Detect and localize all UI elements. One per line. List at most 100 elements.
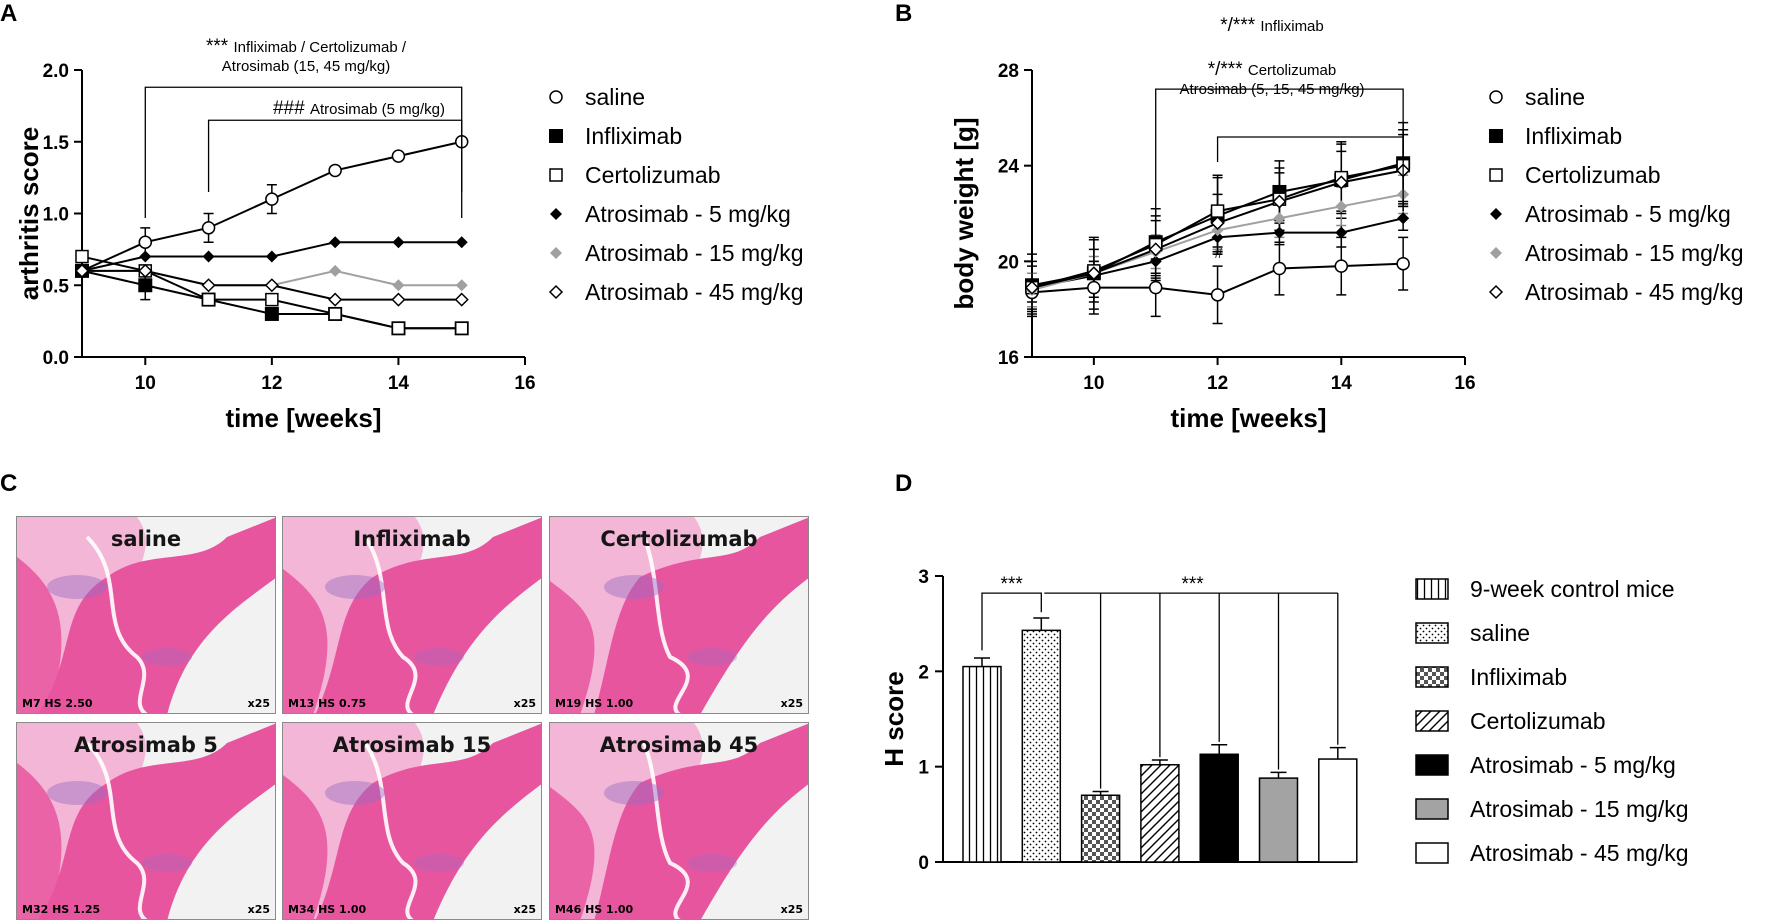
tissue-section-graphic — [17, 723, 275, 919]
chart-b-series-line-2 — [1031, 164, 1404, 289]
chart-a-point-4-6 — [455, 279, 468, 292]
chart-a-legend-marker-1 — [549, 129, 563, 143]
chart-a-point-1-2 — [201, 292, 216, 307]
tissue-dense-region — [38, 723, 275, 919]
chart-a-point-1-5 — [391, 321, 406, 336]
histology-image: Atrosimab 5 M32 HS 1.25 x25 — [16, 722, 276, 920]
chart-b-point-5-5 — [1334, 175, 1349, 190]
chart-b-point-4-1 — [1087, 267, 1100, 280]
chart-d-bracket-0 — [981, 592, 1042, 651]
chart-b-error-bar — [1150, 219, 1161, 279]
chart-b-error-bar — [1150, 207, 1161, 277]
histology-caption: M32 HS 1.25 — [22, 903, 101, 916]
chart-b-point-4-2 — [1149, 245, 1162, 258]
chart-b-point-0-3 — [1210, 288, 1225, 302]
chart-a-legend-label-2: Certolizumab — [585, 162, 721, 188]
chart-b-annotation-1: */*** Certolizumab — [1208, 59, 1337, 80]
tissue-bone-region — [283, 569, 328, 713]
stain-patch — [687, 648, 737, 666]
chart-a-legend-label-0: saline — [585, 84, 645, 110]
histology-image: Atrosimab 15 M34 HS 1.00 x25 — [282, 722, 542, 920]
chart-a-point-3-2 — [202, 250, 215, 263]
tissue-dense-region — [315, 723, 541, 919]
chart-b-legend-marker-1 — [1489, 129, 1503, 143]
chart-d-ytick-label: 2 — [918, 662, 929, 683]
chart-b-y-axis-label: body weight [g] — [949, 117, 979, 309]
joint-space-line — [642, 742, 690, 919]
chart-a-point-4-0 — [76, 264, 88, 277]
chart-a-point-3-1 — [139, 250, 152, 263]
chart-b-point-label-0: # — [1214, 245, 1223, 262]
chart-b-point-4-3 — [1211, 224, 1224, 237]
chart-a-legend-label-4: Atrosimab - 15 mg/kg — [585, 240, 804, 266]
chart-b-error-bar — [1150, 241, 1161, 282]
chart-d-significance-1: *** — [1181, 574, 1204, 595]
chart-a-point-1-3 — [264, 306, 279, 321]
chart-b-legend-label-3: Atrosimab - 5 mg/kg — [1525, 201, 1731, 227]
chart-d-legend-swatch-0 — [1415, 578, 1449, 600]
chart-a-legend-marker-0 — [549, 90, 563, 104]
chart-a-annotation-0-line2: Atrosimab (15, 45 mg/kg) — [222, 58, 390, 75]
histology-title: Infliximab — [353, 527, 471, 551]
joint-space-line — [85, 741, 148, 919]
chart-d-legend-swatch-1 — [1415, 622, 1449, 644]
histology-caption: M34 HS 1.00 — [288, 903, 367, 916]
chart-b-error-bar — [1398, 121, 1409, 205]
panel-label-b: B — [895, 0, 913, 27]
chart-a-point-2-5 — [391, 321, 406, 336]
chart-b-point-1-0 — [1025, 278, 1039, 293]
chart-a-ytick-label: 0.0 — [43, 348, 69, 369]
chart-b-error-bar — [1088, 236, 1099, 310]
chart-b-point-3-5 — [1335, 226, 1348, 239]
chart-b-legend-marker-0 — [1489, 90, 1503, 104]
chart-d-bracket-1 — [1044, 592, 1339, 789]
tissue-bone-region — [550, 787, 595, 919]
stain-patch — [142, 854, 192, 872]
chart-b-point-2-0 — [1025, 280, 1039, 295]
chart-b-legend-marker-2 — [1489, 168, 1503, 182]
chart-a-point-5-1 — [138, 263, 153, 278]
chart-a-point-2-0 — [75, 249, 89, 264]
chart-a-series-line-4 — [82, 269, 462, 287]
chart-a-significance-bracket-1 — [207, 119, 463, 192]
chart-b-annotation-0: */*** Infliximab — [1220, 15, 1324, 36]
histology-magnification: x25 — [513, 697, 536, 710]
chart-a-point-0-2 — [201, 221, 216, 235]
chart-b-error-bar — [1398, 133, 1409, 208]
chart-b-point-4-0 — [1026, 284, 1038, 297]
chart-b-xtick-label: 10 — [1083, 373, 1104, 394]
chart-b-error-bar — [1336, 150, 1347, 215]
chart-b-error-bar — [1088, 255, 1099, 291]
chart-b-significance-bracket-0 — [1155, 88, 1404, 211]
chart-d-bar-5 — [1258, 777, 1299, 863]
chart-b-series-line-0 — [1031, 262, 1404, 296]
chart-b-point-0-0 — [1025, 285, 1039, 300]
chart-b-error-bar — [1274, 160, 1285, 224]
chart-b-point-3-2 — [1149, 255, 1162, 268]
chart-a-legend-marker-4 — [550, 247, 562, 259]
chart-a-annotation-0: *** Infliximab / Certolizumab / — [206, 36, 407, 57]
chart-a-point-1-1 — [138, 278, 153, 293]
tissue-bone-region — [283, 775, 328, 919]
chart-b-error-bar — [1274, 198, 1285, 239]
chart-b-error-bar — [1274, 219, 1285, 246]
chart-a-legend-marker-2 — [549, 168, 563, 182]
chart-b-error-bar — [1212, 210, 1223, 251]
tissue-bone-region — [17, 557, 62, 713]
chart-b-point-0-5 — [1334, 259, 1349, 273]
stain-patch — [47, 575, 107, 599]
chart-b-point-1-3 — [1210, 208, 1225, 223]
histology-title: Certolizumab — [600, 527, 758, 551]
chart-a-point-2-2 — [201, 292, 216, 307]
chart-d-error-bar-0 — [974, 657, 990, 667]
chart-d-error-bar-4 — [1211, 743, 1228, 755]
chart-b-error-bar — [1088, 239, 1099, 303]
chart-b-series-line-5 — [1031, 169, 1404, 289]
stain-patch — [47, 781, 107, 805]
chart-d-legend-label-3: Certolizumab — [1470, 708, 1606, 734]
chart-b-point-4-5 — [1335, 200, 1348, 213]
chart-a-point-3-5 — [392, 236, 405, 249]
chart-a-point-4-1 — [139, 264, 152, 277]
chart-a-series-line-1 — [81, 269, 462, 330]
joint-space-line — [363, 741, 418, 919]
